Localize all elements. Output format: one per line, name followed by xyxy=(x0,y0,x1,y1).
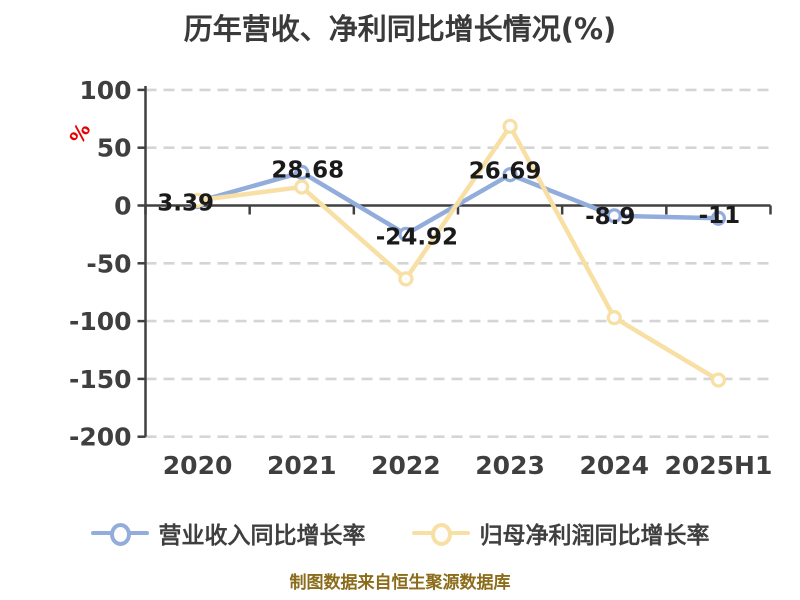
y-axis-unit-label: % xyxy=(65,119,96,148)
data-label: 26.69 xyxy=(469,159,542,185)
legend-label-profit: 归母净利润同比增长率 xyxy=(479,523,710,549)
series-1-line xyxy=(189,118,727,388)
legend-dot xyxy=(430,523,452,546)
data-labels: 3.39 28.68 -24.92 26.69 -8.9 -11 xyxy=(157,157,740,250)
x-tick-label: 2022 xyxy=(371,451,441,480)
y-tick-label: -150 xyxy=(69,365,132,394)
y-axis: 100 50 0 -50 -100 -150 -200 xyxy=(69,76,147,452)
data-point-marker xyxy=(294,164,310,180)
x-tick-label: 2024 xyxy=(579,451,649,480)
x-axis: 2020 2021 2022 2023 2024 2025H1 xyxy=(144,204,772,480)
y-tick-label: -50 xyxy=(86,249,131,278)
data-point-marker xyxy=(606,310,622,326)
data-label: -8.9 xyxy=(585,204,635,230)
data-point-marker xyxy=(398,226,414,242)
gridlines xyxy=(145,88,771,439)
data-label: 28.68 xyxy=(271,157,344,183)
legend-dot xyxy=(109,523,131,546)
x-tick-label: 2020 xyxy=(163,451,233,480)
data-point-marker xyxy=(606,208,622,224)
x-tick-label: 2021 xyxy=(267,451,337,480)
legend-label-revenue: 营业收入同比增长率 xyxy=(158,523,366,549)
chart-title: 历年营收、净利同比增长情况(%) xyxy=(183,12,617,46)
profit-series-marker-icon xyxy=(411,522,470,546)
data-point-marker xyxy=(294,179,310,195)
y-tick-label: 50 xyxy=(97,134,132,163)
legend-item-profit[interactable]: 归母净利润同比增长率 xyxy=(411,516,710,550)
legend-item-revenue[interactable]: 营业收入同比增长率 xyxy=(90,516,366,550)
y-tick-label: 0 xyxy=(114,192,131,221)
x-tick-label: 2023 xyxy=(475,451,545,480)
revenue-series-marker-icon xyxy=(90,522,149,546)
data-label: -24.92 xyxy=(376,224,458,250)
legend: 营业收入同比增长率 归母净利润同比增长率 xyxy=(0,516,800,550)
y-tick-label: -200 xyxy=(69,423,132,452)
data-point-marker xyxy=(398,271,414,287)
data-label: 3.39 xyxy=(157,191,214,217)
data-point-marker xyxy=(502,118,518,134)
y-tick-label: -100 xyxy=(69,307,132,336)
data-point-marker xyxy=(502,167,518,183)
y-tick-label: 100 xyxy=(79,76,131,105)
data-point-marker xyxy=(710,372,727,388)
data-point-marker xyxy=(189,192,206,208)
data-source-caption: 制图数据来自恒生聚源数据库 xyxy=(289,573,511,593)
x-tick-label: 2025H1 xyxy=(664,451,772,480)
data-label: -11 xyxy=(699,203,741,229)
data-point-marker xyxy=(710,210,727,226)
